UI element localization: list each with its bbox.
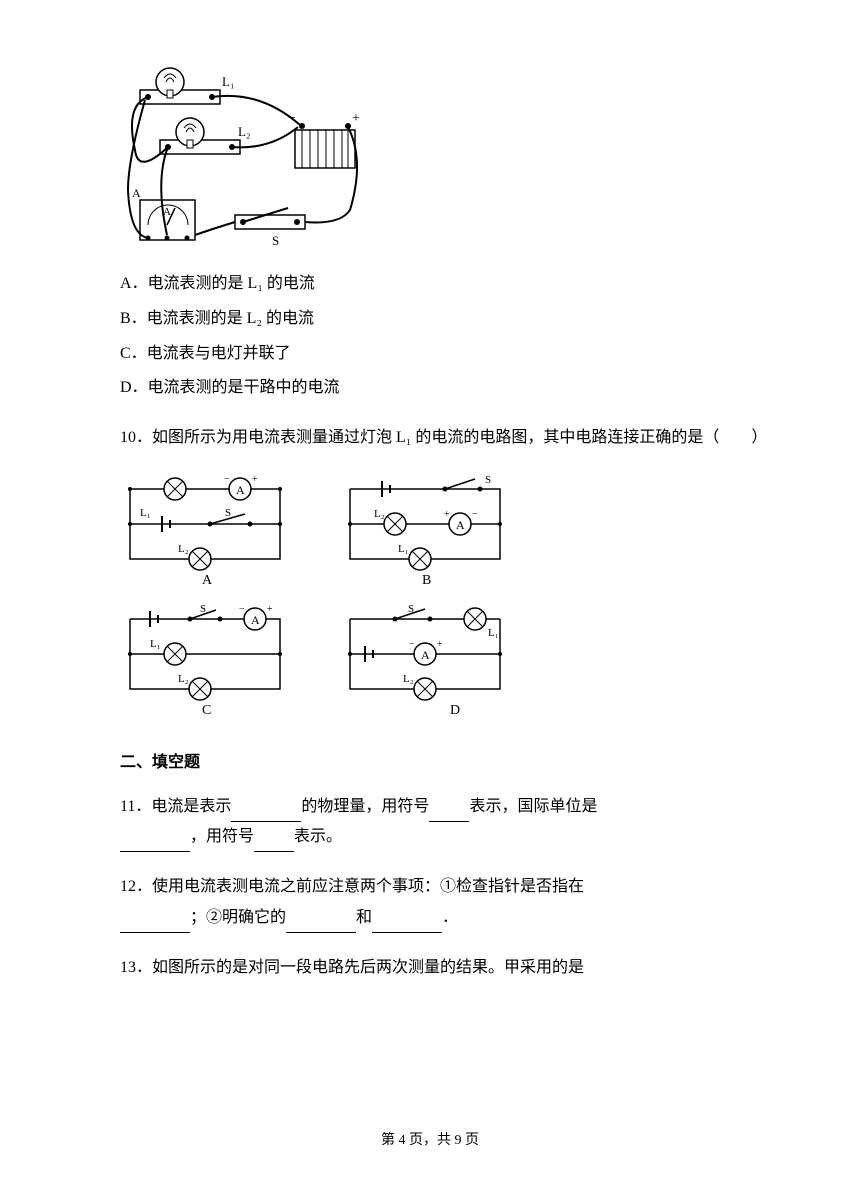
q12-part3: 和 — [356, 909, 372, 926]
svg-text:L₂: L₂ — [178, 543, 189, 555]
svg-text:L₁: L₁ — [150, 638, 161, 650]
svg-text:A: A — [421, 648, 430, 662]
page-suffix: 页 — [462, 1133, 480, 1148]
svg-text:+: + — [352, 111, 360, 126]
q12-part2: ；②明确它的 — [190, 909, 286, 926]
q10-circuit-a: A − + L₁ S L₂ A — [120, 474, 290, 588]
q11-part2: 的物理量，用符号 — [301, 798, 429, 815]
svg-text:A: A — [236, 483, 245, 497]
svg-text:L₁: L₁ — [488, 627, 499, 639]
q10-text: 10．如图所示为用电流表测量通过灯泡 L₁ 的电流的电路图，其中电路连接正确的是… — [120, 423, 760, 453]
section-2-heading: 二、填空题 — [120, 748, 760, 772]
q11-blank-3 — [120, 833, 190, 852]
svg-text:S: S — [272, 233, 279, 248]
q12-blank-1 — [120, 914, 190, 933]
svg-text:L₂: L₂ — [374, 508, 385, 520]
page-total: 9 — [455, 1133, 462, 1148]
q11-part3: 表示，国际单位是 — [469, 798, 597, 815]
svg-text:−: − — [239, 604, 245, 615]
q11-text: 11．电流是表示 的物理量，用符号 表示，国际单位是 ，用符号 表示。 — [120, 792, 760, 853]
svg-text:L₁: L₁ — [398, 543, 409, 555]
svg-text:S: S — [408, 603, 414, 615]
q12-part1: 12．使用电流表测电流之前应注意两个事项：①检查指针是否指在 — [120, 878, 584, 895]
svg-text:L₁: L₁ — [140, 507, 151, 519]
q9-option-d: D．电流表测的是干路中的电流 — [120, 374, 760, 403]
svg-text:A: A — [456, 518, 465, 532]
q9-option-c: C．电流表与电灯并联了 — [120, 340, 760, 369]
battery-icon: + − — [288, 111, 360, 168]
page-mid: 页，共 — [406, 1133, 455, 1148]
q11-part5: 表示。 — [294, 828, 342, 845]
svg-text:A: A — [251, 613, 260, 627]
svg-text:L₂: L₂ — [403, 673, 414, 685]
q9-circuit-diagram: L₁ L₂ + − A — [120, 60, 760, 260]
q9-option-a: A．电流表测的是 L₁ 的电流 — [120, 270, 760, 299]
label-l2: L₂ — [238, 124, 250, 139]
svg-text:S: S — [485, 474, 491, 486]
q10-label-a: A — [202, 573, 213, 588]
q9-option-b: B．电流表测的是 L₂ 的电流 — [120, 305, 760, 334]
svg-text:+: + — [267, 604, 273, 615]
page-prefix: 第 — [381, 1133, 399, 1148]
q10-label-b: B — [422, 573, 431, 588]
svg-text:S: S — [225, 507, 231, 519]
svg-text:+: + — [252, 474, 258, 485]
svg-text:S: S — [200, 603, 206, 615]
q12-blank-3 — [372, 914, 442, 933]
q11-blank-4 — [254, 833, 294, 852]
q11-part4: ，用符号 — [190, 828, 254, 845]
q11-blank-2 — [429, 803, 469, 822]
q10-label-d: D — [450, 703, 460, 718]
q10-circuit-b: S L₂ A + − L₁ B — [348, 474, 502, 588]
q11-blank-1 — [231, 803, 301, 822]
page-number: 第 4 页，共 9 页 — [0, 1129, 860, 1149]
q12-blank-2 — [286, 914, 356, 933]
svg-text:A: A — [132, 186, 141, 200]
svg-text:−: − — [409, 639, 415, 650]
q10-circuit-c: S A − + L₁ L₂ C — [128, 603, 282, 718]
svg-text:L₂: L₂ — [178, 673, 189, 685]
q10-label-c: C — [202, 703, 211, 718]
switch-icon: S — [235, 208, 305, 248]
svg-text:+: + — [437, 639, 443, 650]
svg-text:+: + — [444, 509, 450, 520]
svg-text:−: − — [472, 509, 478, 520]
label-l1: L₁ — [222, 74, 234, 89]
page-current: 4 — [399, 1133, 406, 1148]
q13-text: 13．如图所示的是对同一段电路先后两次测量的结果。甲采用的是 — [120, 953, 760, 983]
q12-text: 12．使用电流表测电流之前应注意两个事项：①检查指针是否指在 ；②明确它的 和 ． — [120, 872, 760, 933]
q10-diagrams: A − + L₁ S L₂ A — [100, 464, 760, 724]
svg-text:−: − — [224, 474, 230, 485]
q11-part1: 11．电流是表示 — [120, 798, 231, 815]
q10-circuit-d: S L₁ A − + L₂ D — [348, 603, 502, 718]
q12-part4: ． — [442, 909, 458, 926]
